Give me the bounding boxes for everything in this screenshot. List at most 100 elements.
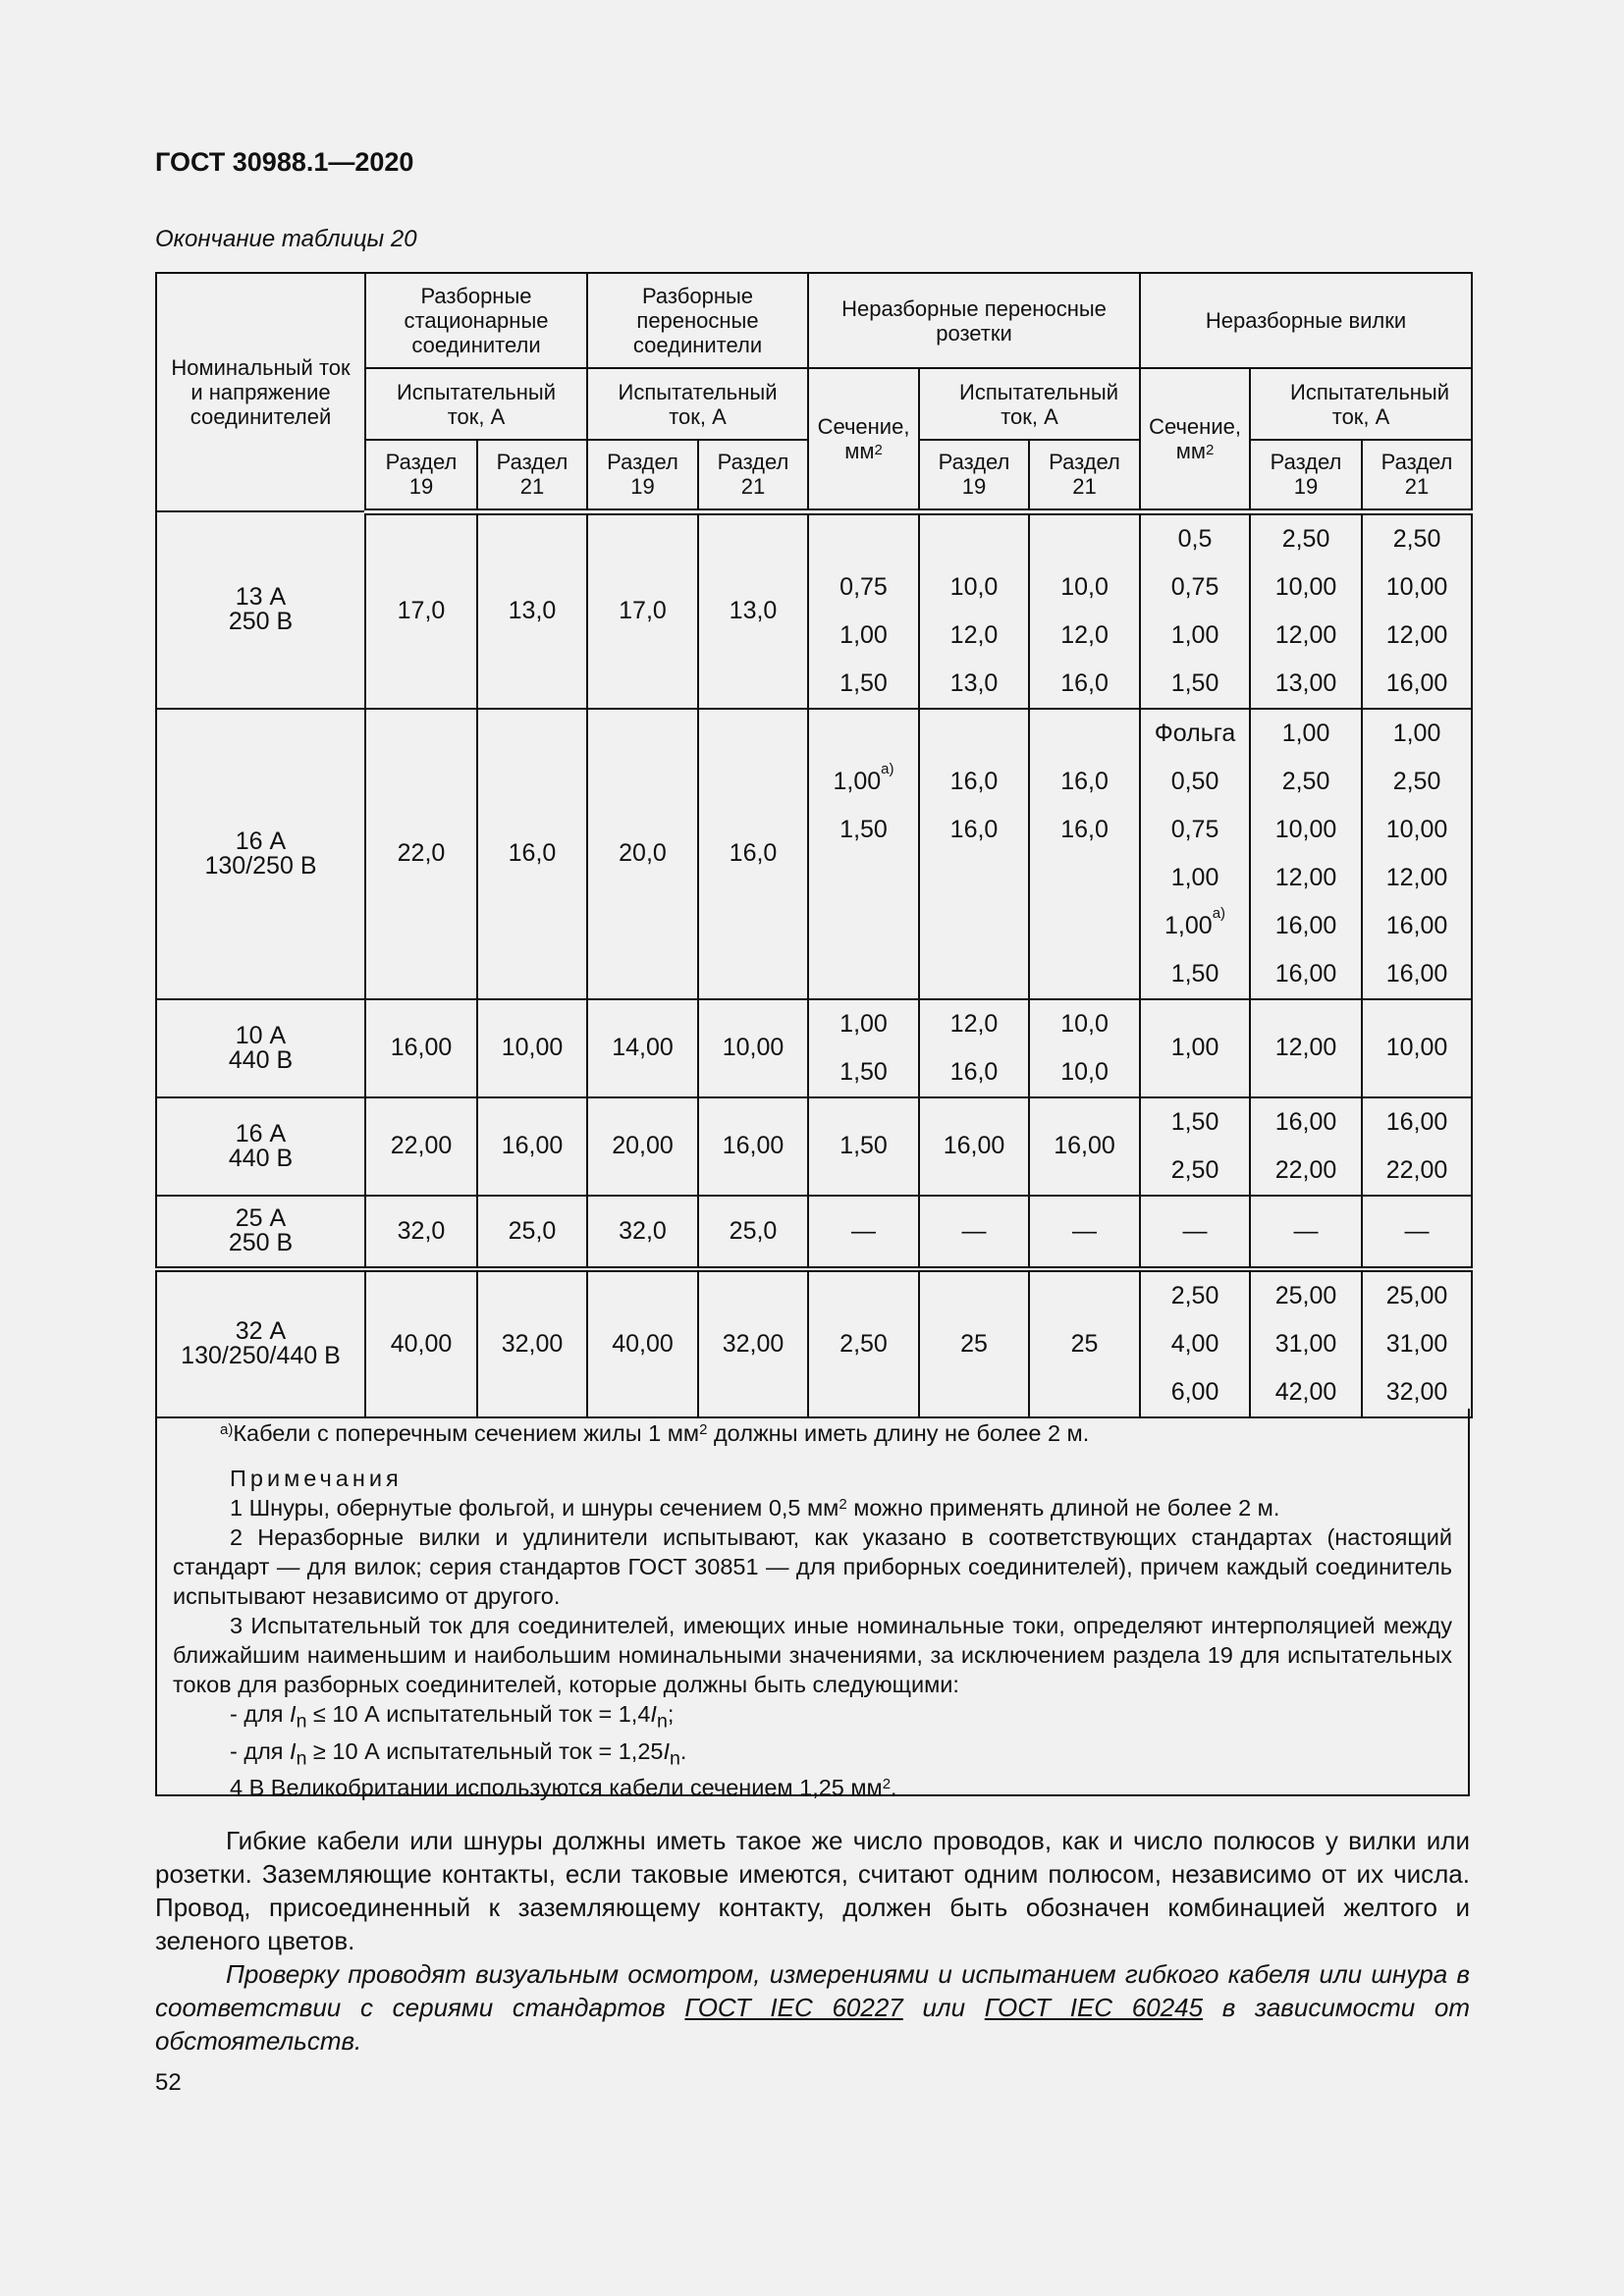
table-cell: 12,0 16,0	[918, 997, 1031, 1098]
paragraph-2: Проверку проводят визуальным осмотром, и…	[155, 1959, 1471, 2056]
cell-value	[1030, 515, 1139, 563]
cell-value: 16,00	[1385, 911, 1448, 939]
cell-value: 25,00	[1385, 1281, 1448, 1309]
header-section-21: Раздел 21	[1028, 439, 1142, 515]
cell-value: 16,00	[1385, 668, 1448, 697]
cell-value: 2,50	[1392, 767, 1441, 795]
notes-heading: Примечания	[230, 1466, 403, 1491]
header-section-21: Раздел 21	[696, 439, 810, 515]
header-nonrewirable-sockets: Неразборные переносные розетки	[807, 272, 1142, 369]
table-cell: 25,0	[476, 1194, 588, 1272]
header-section-19: Раздел 19	[918, 439, 1031, 515]
cell-value: 17,0	[619, 597, 667, 624]
cell-value: 16,00	[1274, 959, 1337, 988]
row-label-line: 440 В	[228, 1144, 294, 1172]
table-cell: 32,00	[696, 1267, 810, 1418]
header-section-19: Раздел 19	[1249, 439, 1364, 515]
table-cell: 0,75 1,00 1,50	[807, 510, 921, 710]
table-row: 10 А 440 В 16,00 10,00 14,00 10,00 1,00 1,50 12,…	[155, 997, 1474, 1098]
row-label-line: 10 А	[235, 1021, 287, 1049]
cell-value: 22,0	[397, 839, 446, 867]
note-1: 1 Шнуры, обернутые фольгой, и шнуры сече…	[230, 1495, 1280, 1521]
row-label: 10 А 440 В	[155, 997, 366, 1098]
cell-value: —	[961, 1216, 987, 1245]
cell-value: 10,00	[1274, 815, 1337, 843]
row-label: 25 А 250 В	[155, 1194, 366, 1272]
table-cell: 22,0	[364, 707, 478, 1000]
cell-value: 40,00	[612, 1329, 674, 1358]
cell-value: 25	[1070, 1329, 1099, 1358]
cell-value: 0,50	[1170, 767, 1219, 795]
cell-value: 4,00	[1170, 1329, 1219, 1358]
table-row: 32 А 130/250/440 В 40,00 32,00 40,00 32,00 2,5…	[155, 1267, 1474, 1418]
cell-value: 16,0	[949, 815, 999, 843]
cell-value: 16,00	[1385, 1107, 1448, 1136]
cell-value: 32,00	[1385, 1377, 1448, 1406]
table-cell: —	[918, 1194, 1031, 1272]
note-3-bullet-2: - для In ≥ 10 А испытательный ток = 1,25…	[230, 1737, 687, 1770]
cell-value: 2,50	[1281, 524, 1330, 553]
row-label-line: 130/250/440 В	[181, 1342, 341, 1369]
cell-value: 1,00	[1170, 863, 1219, 891]
cell-value: 10,0	[949, 572, 999, 601]
table-cell: 16,00 22,00	[1361, 1095, 1474, 1197]
cell-value: 40,00	[390, 1329, 453, 1358]
row-label: 13 А 250 В	[155, 510, 366, 710]
cell-value: 16,00	[390, 1034, 453, 1061]
cell-value: 2,50	[1170, 1155, 1219, 1184]
cell-value: —	[1072, 1216, 1098, 1245]
cell-value: 16,00	[943, 1132, 1005, 1159]
cell-value: 10,00	[1385, 815, 1448, 843]
cell-value: 1,50	[839, 1132, 888, 1159]
table-cell: —	[1028, 1194, 1142, 1272]
table-cell: 17,0	[586, 510, 699, 710]
cell-value: 16,0	[508, 839, 557, 867]
row-label: 16 А 130/250 В	[155, 707, 366, 1000]
cell-value: 16,00	[1274, 1107, 1337, 1136]
table-cell: 2,50	[807, 1267, 921, 1418]
header-section-21: Раздел 21	[1361, 439, 1474, 515]
header-section: Сечение, мм2	[807, 367, 921, 515]
link-gost-iec-60245[interactable]: ГОСТ IEC 60245	[984, 1993, 1204, 2022]
cell-value: 42,00	[1274, 1377, 1337, 1406]
cell-value: 16,0	[1060, 668, 1109, 697]
row-label: 16 А 440 В	[155, 1095, 366, 1197]
table-cell: Фольга 0,50 0,75 1,00 1,00а) 1,50	[1139, 707, 1252, 1000]
cell-value: 32,00	[722, 1329, 785, 1358]
cell-value: 25,0	[508, 1216, 557, 1245]
table-cell: 2,50 10,00 12,00 13,00	[1249, 510, 1364, 710]
table-cell: 20,00	[586, 1095, 699, 1197]
cell-value: 10,00	[722, 1034, 785, 1061]
table-cell: 10,0 12,0 16,0	[1028, 510, 1142, 710]
table-cell: —	[807, 1194, 921, 1272]
cell-value	[920, 950, 1028, 998]
cell-value: 22,00	[390, 1132, 453, 1159]
table-cell: —	[1361, 1194, 1474, 1272]
page-number: 52	[155, 2069, 182, 2096]
cell-value: 2,50	[1281, 767, 1330, 795]
cell-value	[809, 902, 918, 950]
table-cell: 10,0 12,0 13,0	[918, 510, 1031, 710]
link-gost-iec-60227[interactable]: ГОСТ IEC 60227	[684, 1993, 903, 2022]
cell-value: 10,0	[1060, 1057, 1109, 1086]
table-cell: 25,00 31,00 32,00	[1361, 1267, 1474, 1418]
cell-value: 12,0	[949, 620, 999, 649]
cell-value: 16,0	[1060, 767, 1109, 795]
cell-value: 16,00	[1274, 911, 1337, 939]
table-cell: 16,00	[696, 1095, 810, 1197]
note-3: 3 Испытательный ток для соединителей, им…	[173, 1613, 1452, 1697]
cell-value	[920, 710, 1028, 758]
table-cell: 16,0 16,0	[918, 707, 1031, 1000]
cell-value: 16,0	[949, 1057, 999, 1086]
cell-value: —	[851, 1216, 877, 1245]
cell-value	[920, 854, 1028, 902]
cell-value	[920, 902, 1028, 950]
cell-value: 1,00а)	[833, 760, 894, 795]
cell-value: 2,50	[1392, 524, 1441, 553]
cell-value: 10,00	[1385, 1034, 1448, 1061]
cell-value	[809, 515, 918, 563]
table-cell: 10,0 10,0	[1028, 997, 1142, 1098]
table-cell: 16,00	[918, 1095, 1031, 1197]
cell-value: 14,00	[612, 1034, 674, 1061]
cell-value: 1,00	[1170, 620, 1219, 649]
